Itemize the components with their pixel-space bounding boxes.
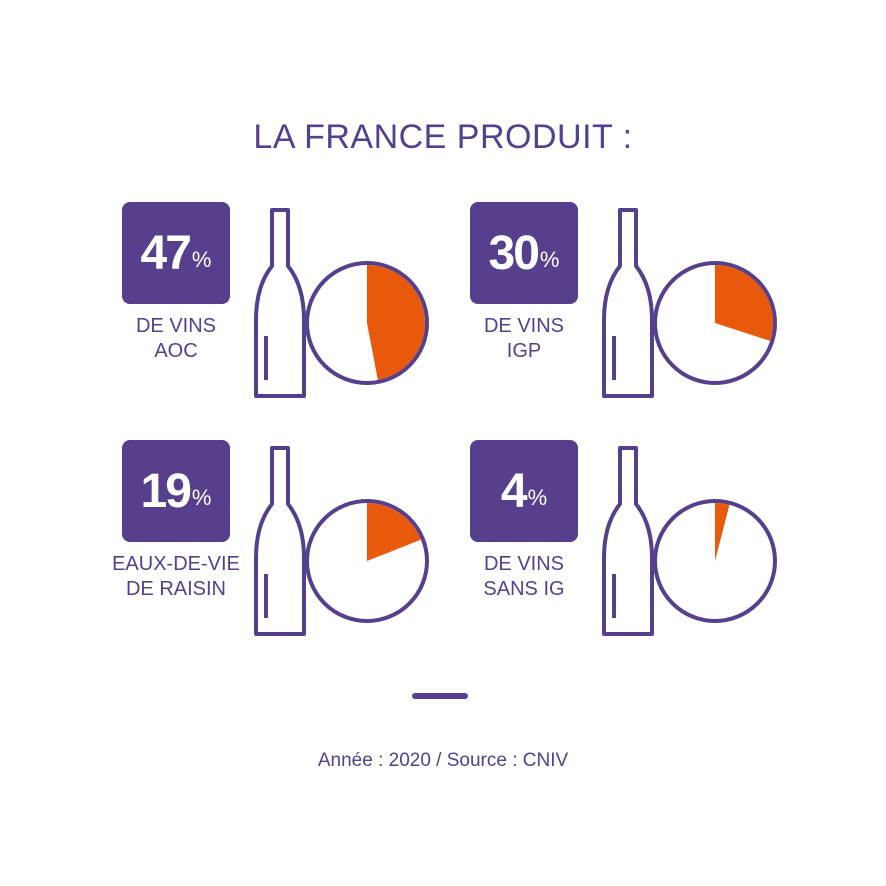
bottle-pie-figure xyxy=(254,208,429,398)
stat-label: DE VINS IGP xyxy=(410,314,638,364)
pie-slice xyxy=(715,503,730,561)
pie-slice xyxy=(367,503,421,561)
pie-chart xyxy=(305,499,429,623)
stat-label-line2: IGP xyxy=(506,340,542,362)
pie-chart xyxy=(305,261,429,385)
wine-bottle-icon xyxy=(254,208,306,398)
bottle-pie-figure xyxy=(602,208,777,398)
percent-badge: 30 % xyxy=(470,202,578,304)
stat-label-line1: DE VINS xyxy=(135,315,217,337)
stat-panel-eaux-de-vie: 19 % EAUX-DE-VIE DE RAISIN xyxy=(112,440,442,640)
percent-value: 30 xyxy=(488,226,540,280)
pie-slice xyxy=(367,265,425,380)
percent-value: 47 xyxy=(140,226,192,280)
percent-badge: 4 % xyxy=(470,440,578,542)
percent-badge: 19 % xyxy=(122,440,230,542)
percent-value: 19 xyxy=(140,464,192,518)
stat-label: DE VINS AOC xyxy=(62,314,290,364)
pie-chart xyxy=(653,261,777,385)
stat-label-line1: EAUX-DE-VIE xyxy=(112,553,240,575)
stat-panel-aoc: 47 % DE VINS AOC xyxy=(122,202,442,402)
percent-badge: 47 % xyxy=(122,202,230,304)
stat-panel-igp: 30 % DE VINS IGP xyxy=(470,202,790,402)
pie-chart xyxy=(653,499,777,623)
stat-label-line1: DE VINS xyxy=(483,553,565,575)
percent-sign: % xyxy=(539,247,560,272)
percent-sign: % xyxy=(527,485,548,510)
bottle-pie-figure xyxy=(602,446,777,636)
wine-bottle-icon xyxy=(602,446,654,636)
stat-label: DE VINS SANS IG xyxy=(410,552,638,602)
stat-panel-sans-ig: 4 % DE VINS SANS IG xyxy=(470,440,790,640)
pie-slice xyxy=(715,265,773,341)
wine-bottle-icon xyxy=(602,208,654,398)
stat-label-line2: SANS IG xyxy=(483,578,565,600)
divider-bar xyxy=(412,693,468,699)
stat-label-line2: AOC xyxy=(154,340,198,362)
percent-value: 4 xyxy=(500,464,528,518)
page-title: LA FRANCE PRODUIT : xyxy=(253,118,633,156)
bottle-pie-figure xyxy=(254,446,429,636)
stat-label-line1: DE VINS xyxy=(483,315,565,337)
wine-bottle-icon xyxy=(254,446,306,636)
percent-sign: % xyxy=(191,247,212,272)
stat-label-line2: DE RAISIN xyxy=(125,578,227,600)
percent-sign: % xyxy=(191,485,212,510)
source-caption: Année : 2020 / Source : CNIV xyxy=(317,750,569,771)
stat-label: EAUX-DE-VIE DE RAISIN xyxy=(62,552,290,602)
